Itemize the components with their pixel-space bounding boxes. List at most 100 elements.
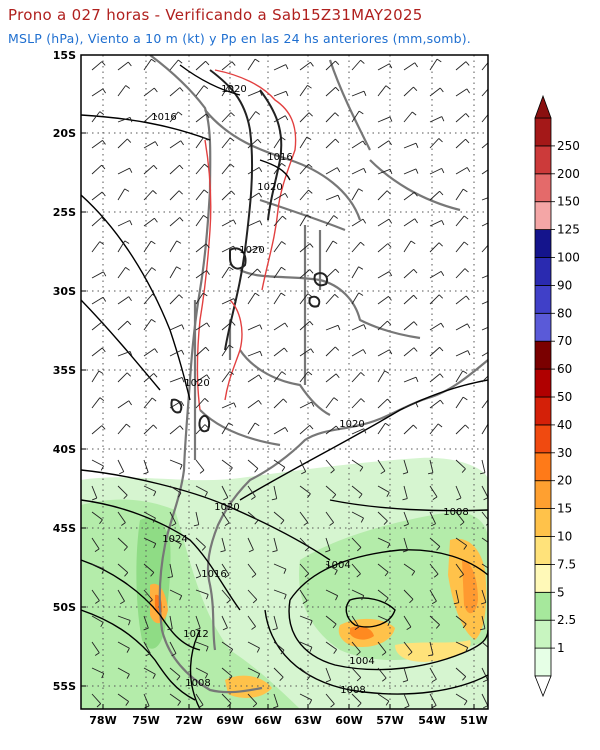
wind-barb — [143, 563, 155, 573]
colorbar-swatch — [534, 619, 552, 649]
wind-barb-feather — [335, 60, 340, 65]
wind-barb — [325, 693, 335, 705]
wind-barb-feather — [153, 491, 157, 497]
wind-barb-feather — [151, 318, 156, 323]
wind-barb-feather — [436, 546, 441, 551]
wind-barb — [403, 62, 416, 71]
wind-barb-feather — [178, 543, 182, 549]
wind-barb — [403, 191, 415, 201]
wind-barb — [221, 563, 230, 576]
wind-barb-feather — [123, 494, 128, 500]
wind-barb — [195, 589, 209, 595]
wind-barb-feather — [204, 424, 209, 429]
wind-barb — [169, 59, 179, 71]
wind-barb-feather — [332, 494, 337, 499]
wind-barb — [221, 693, 232, 704]
wind-barb-feather — [362, 218, 367, 224]
wind-barb — [351, 59, 361, 71]
wind-barb — [221, 321, 233, 331]
wind-barb-feather — [385, 422, 390, 427]
wind-barb-feather — [99, 519, 103, 525]
wind-barb-feather — [177, 492, 182, 498]
wind-barb — [195, 292, 204, 305]
wind-barb-feather — [257, 139, 262, 144]
wind-barb — [143, 240, 152, 253]
wind-barb — [403, 424, 414, 435]
wind-barb-feather — [330, 703, 335, 708]
wind-barb — [351, 641, 361, 653]
wind-barb — [299, 293, 309, 305]
wind-barb — [247, 537, 254, 550]
isobar-labels: 1020 1016 1016 1020 1020 1020 1020 1020 1008 1024… — [151, 84, 468, 696]
wind-barb-feather — [459, 521, 465, 526]
wind-barb-feather — [387, 398, 392, 404]
wind-barb-feather — [439, 190, 444, 196]
wind-barb — [143, 485, 156, 492]
wind-barb-feather — [413, 86, 418, 92]
wind-barb — [169, 589, 182, 597]
isobar-label: 1020 — [221, 84, 246, 95]
wind-barb — [429, 220, 442, 227]
wind-barb — [403, 142, 417, 149]
wind-barb-feather — [228, 344, 234, 349]
wind-barb — [247, 167, 260, 175]
wind-barb — [143, 537, 156, 544]
wind-barb-feather — [258, 192, 263, 198]
wind-barb-feather — [199, 469, 205, 474]
colorbar-swatch — [534, 564, 552, 593]
wind-barb — [351, 667, 362, 678]
wind-barb-feather — [433, 573, 439, 578]
wind-barb-feather — [387, 621, 391, 626]
wind-barb — [91, 459, 104, 467]
wind-barb-feather — [440, 271, 445, 276]
wind-barb — [195, 270, 207, 279]
wind-barb — [299, 401, 312, 409]
wind-barb-feather — [101, 347, 106, 353]
wind-barb-feather — [153, 373, 158, 378]
wind-barb — [455, 188, 464, 201]
wind-barb — [143, 319, 152, 331]
wind-barb-feather — [456, 497, 462, 501]
wind-barb — [325, 194, 339, 201]
wind-barb — [91, 88, 104, 97]
wind-barb-feather — [363, 428, 367, 434]
wind-barb — [117, 667, 130, 675]
wind-barb — [351, 563, 361, 575]
wind-barb-feather — [380, 470, 386, 475]
wind-barb-feather — [309, 620, 313, 626]
wind-barb — [325, 589, 338, 597]
wind-barb — [403, 615, 412, 628]
wind-barb — [351, 324, 365, 331]
wind-barb-feather — [309, 243, 314, 248]
colorbar-bottom-arrow — [534, 675, 552, 698]
wind-barb-feather — [382, 677, 387, 682]
wind-barb — [91, 615, 104, 623]
wind-barb — [273, 641, 285, 651]
colorbar-swatch — [534, 368, 552, 398]
wind-barb — [143, 459, 149, 473]
longitude-labels: 78W 75W 72W 69W 66W 63W 60W 57W 54W 51W — [89, 704, 488, 727]
wind-barb — [143, 397, 153, 409]
wind-barb-feather — [466, 167, 471, 173]
wind-barb-feather — [329, 522, 334, 526]
wind-barb — [169, 693, 181, 702]
wind-barb — [299, 348, 312, 357]
wind-barb — [117, 220, 130, 227]
wind-barb-feather — [283, 568, 287, 574]
wind-barb-feather — [177, 111, 183, 116]
wind-barb-feather — [387, 243, 392, 248]
wind-barb — [481, 485, 488, 498]
wind-barb-feather — [493, 167, 496, 171]
wind-barb — [351, 589, 364, 596]
wind-barb-feather — [389, 349, 393, 355]
wind-barb-feather — [488, 651, 491, 655]
wind-barb-feather — [304, 573, 310, 578]
wind-barb-feather — [383, 520, 388, 525]
wind-barb-feather — [439, 373, 444, 378]
wind-barb — [91, 164, 102, 175]
wind-barb — [377, 140, 390, 149]
wind-barb-feather — [334, 112, 339, 117]
wind-barb-feather — [167, 628, 173, 631]
wind-barb-feather — [224, 574, 230, 578]
